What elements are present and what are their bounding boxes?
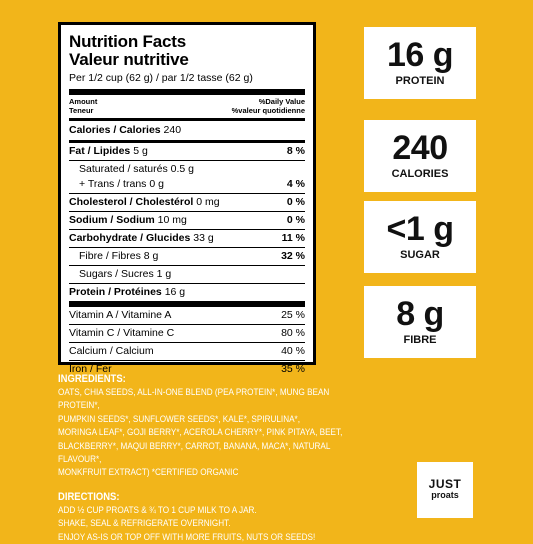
saturated-label: Saturated / saturés 0.5 g (79, 163, 194, 175)
sodium-value: 10 mg (157, 214, 187, 226)
ingredients-line: MONKFRUIT EXTRACT) *CERTIFIED ORGANIC (58, 467, 239, 479)
stat-calories: 240 CALORIES (364, 120, 476, 192)
nutrition-title-fr: Valeur nutritive (69, 50, 189, 69)
protein-value: 16 g (164, 286, 186, 298)
brand-logo: JUST proats (417, 462, 473, 518)
iron-pct: 35 % (281, 363, 305, 375)
calories-value: 240 (163, 124, 182, 136)
sugars-row: Sugars / Sucres 1 g (69, 266, 305, 284)
sugars-label: Sugars / Sucres 1 g (79, 268, 172, 280)
vitamin-a-pct: 25 % (281, 309, 305, 321)
fat-label: Fat / Lipides (69, 145, 131, 157)
vitamin-a-row: Vitamin A / Vitamine A 25 % (69, 307, 305, 325)
carbohydrate-row: Carbohydrate / Glucides 33 g 11 % (69, 230, 305, 248)
cholesterol-label: Cholesterol / Cholestérol (69, 196, 194, 208)
fibre-row: Fibre / Fibres 8 g 32 % (69, 248, 305, 266)
vitamin-c-pct: 80 % (281, 327, 305, 339)
nutrition-facts-table: Nutrition Facts Valeur nutritive Per 1/2… (58, 22, 316, 375)
vitamin-a-label: Vitamin A / Vitamine A (69, 309, 172, 321)
ingredients-line: OATS, CHIA SEEDS, ALL-IN-ONE BLEND (PEA … (58, 387, 330, 412)
dv-label-en: %Daily Value (258, 97, 305, 106)
vitamin-c-row: Vitamin C / Vitamine C 80 % (69, 325, 305, 343)
iron-row: Iron / Fer 35 % (69, 361, 305, 378)
calories-row: Calories / Calories 240 (69, 121, 305, 143)
amount-label-en: Amount (69, 97, 98, 106)
nutrition-title-en: Nutrition Facts (69, 32, 186, 51)
sat-trans-pct: 4 % (286, 178, 305, 190)
fat-row: Fat / Lipides 5 g 8 % (69, 143, 305, 161)
protein-row: Protein / Protéines 16 g (69, 284, 305, 307)
ingredients-section: INGREDIENTS: OATS, CHIA SEEDS, ALL-IN-ON… (58, 372, 368, 544)
calcium-pct: 40 % (281, 345, 305, 357)
cholesterol-value: 0 mg (196, 196, 220, 208)
trans-row: + Trans / trans 0 g 4 % (69, 176, 305, 194)
calcium-row: Calcium / Calcium 40 % (69, 343, 305, 361)
vitamin-c-label: Vitamin C / Vitamine C (69, 327, 175, 339)
cholesterol-row: Cholesterol / Cholestérol 0 mg 0 % (69, 194, 305, 212)
logo-line-2: proats (431, 490, 459, 500)
ingredients-heading: INGREDIENTS: (58, 373, 126, 385)
stat-protein-label: PROTEIN (395, 75, 445, 87)
calories-label: Calories / Calories (69, 124, 161, 136)
fat-pct: 8 % (286, 145, 305, 157)
stat-calories-value: 240 (392, 129, 448, 167)
stat-fibre-label: FIBRE (403, 334, 437, 346)
amount-label-fr: Teneur (69, 105, 94, 115)
fat-value: 5 g (133, 145, 148, 157)
stat-fibre-value: 8 g (396, 295, 444, 333)
stat-calories-label: CALORIES (391, 168, 449, 180)
fibre-pct: 32 % (281, 250, 305, 262)
sodium-label: Sodium / Sodium (69, 214, 155, 226)
sodium-row: Sodium / Sodium 10 mg 0 % (69, 212, 305, 230)
carbohydrate-pct: 11 % (281, 232, 305, 244)
cholesterol-pct: 0 % (286, 196, 305, 208)
stat-fibre: 8 g FIBRE (364, 286, 476, 358)
stat-sugar: <1 g SUGAR (364, 201, 476, 273)
ingredients-line: BLACKBERRY*, MAQUI BERRY*, CARROT, BANAN… (58, 440, 331, 466)
directions-line: SHAKE, SEAL & REFRIGERATE OVERNIGHT. (58, 518, 231, 530)
stat-protein-value: 16 g (386, 36, 454, 74)
directions-line: ADD ½ CUP PROATS & ¾ TO 1 CUP MILK TO A … (58, 504, 257, 516)
protein-label: Protein / Protéines (69, 286, 162, 298)
ingredients-line: PUMPKIN SEEDS*, SUNFLOWER SEEDS*, KALE*,… (58, 413, 300, 425)
fibre-label: Fibre / Fibres 8 g (79, 250, 159, 262)
logo-line-1: JUST (428, 477, 462, 491)
calcium-label: Calcium / Calcium (69, 345, 154, 357)
carbohydrate-label: Carbohydrate / Glucides (69, 232, 191, 244)
saturated-row: Saturated / saturés 0.5 g (69, 161, 305, 176)
serving-size: Per 1/2 cup (62 g) / par 1/2 tasse (62 g… (69, 72, 305, 95)
sodium-pct: 0 % (286, 214, 305, 226)
carbohydrate-value: 33 g (193, 232, 214, 244)
ingredients-line: MORINGA LEAF*, GOJI BERRY*, ACEROLA CHER… (58, 427, 343, 439)
dv-label-fr: %valeur quotidienne (231, 105, 305, 115)
trans-label: + Trans / trans 0 g (79, 178, 164, 190)
stat-protein: 16 g PROTEIN (364, 27, 476, 99)
stat-sugar-value: <1 g (386, 210, 454, 248)
iron-label: Iron / Fer (69, 363, 112, 375)
directions-heading: DIRECTIONS: (58, 490, 120, 503)
stat-sugar-label: SUGAR (400, 249, 440, 261)
table-header: Amount Teneur %Daily Value %valeur quoti… (69, 95, 305, 121)
